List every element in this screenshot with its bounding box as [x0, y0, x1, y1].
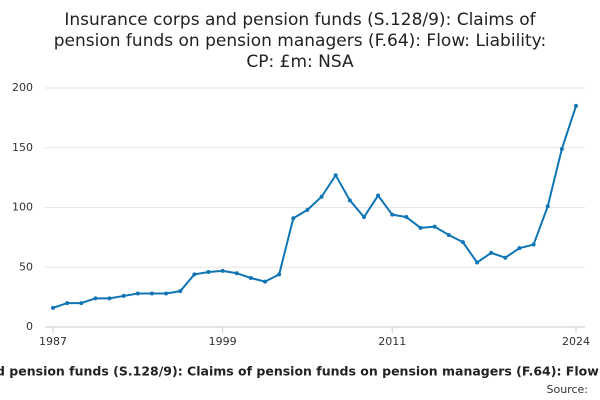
point: [291, 216, 296, 221]
point: [574, 103, 578, 108]
point: [531, 242, 536, 247]
point: [489, 250, 494, 255]
y-tick-label: 0: [26, 320, 33, 333]
y-tick-label: 100: [12, 201, 33, 214]
point: [248, 276, 253, 281]
point: [347, 198, 352, 203]
x-tick-label: 2024: [562, 335, 590, 348]
point: [65, 301, 70, 306]
source: Source:: [547, 383, 589, 396]
point: [305, 207, 310, 212]
point: [432, 224, 437, 229]
line: [52, 105, 577, 309]
y-tick-label: 200: [12, 81, 33, 94]
x-tick-label: 1999: [209, 335, 237, 348]
point: [206, 270, 211, 275]
point: [149, 291, 154, 296]
point: [319, 194, 324, 199]
point: [135, 291, 140, 296]
point: [192, 272, 197, 277]
point: [220, 268, 225, 273]
point: [361, 215, 366, 220]
point: [404, 215, 409, 220]
chart-title: CP: £m: NSA: [246, 52, 354, 72]
point: [418, 225, 423, 230]
x-tick-label: 1987: [39, 335, 67, 348]
point: [263, 279, 268, 284]
point: [475, 260, 480, 265]
y-tick-label: 50: [19, 260, 33, 273]
chart-title: pension funds on pension managers (F.64)…: [54, 31, 546, 51]
point: [107, 296, 112, 301]
point: [79, 301, 84, 306]
x-tick-label: 2011: [378, 335, 406, 348]
point: [234, 271, 239, 276]
point: [390, 212, 395, 217]
point: [333, 173, 338, 178]
point: [121, 293, 126, 298]
point: [446, 232, 451, 237]
point: [517, 246, 522, 251]
point: [277, 272, 282, 277]
point: [545, 204, 550, 209]
point: [51, 305, 55, 310]
point: [460, 240, 465, 245]
point: [503, 255, 508, 260]
point: [559, 146, 564, 151]
legend-entry: d pension funds (S.128/9): Claims of pen…: [0, 364, 600, 379]
point: [93, 296, 98, 301]
point: [178, 289, 183, 294]
y-tick-label: 150: [12, 141, 33, 154]
point: [376, 193, 381, 198]
point: [164, 291, 169, 296]
chart-title: Insurance corps and pension funds (S.128…: [64, 10, 536, 30]
